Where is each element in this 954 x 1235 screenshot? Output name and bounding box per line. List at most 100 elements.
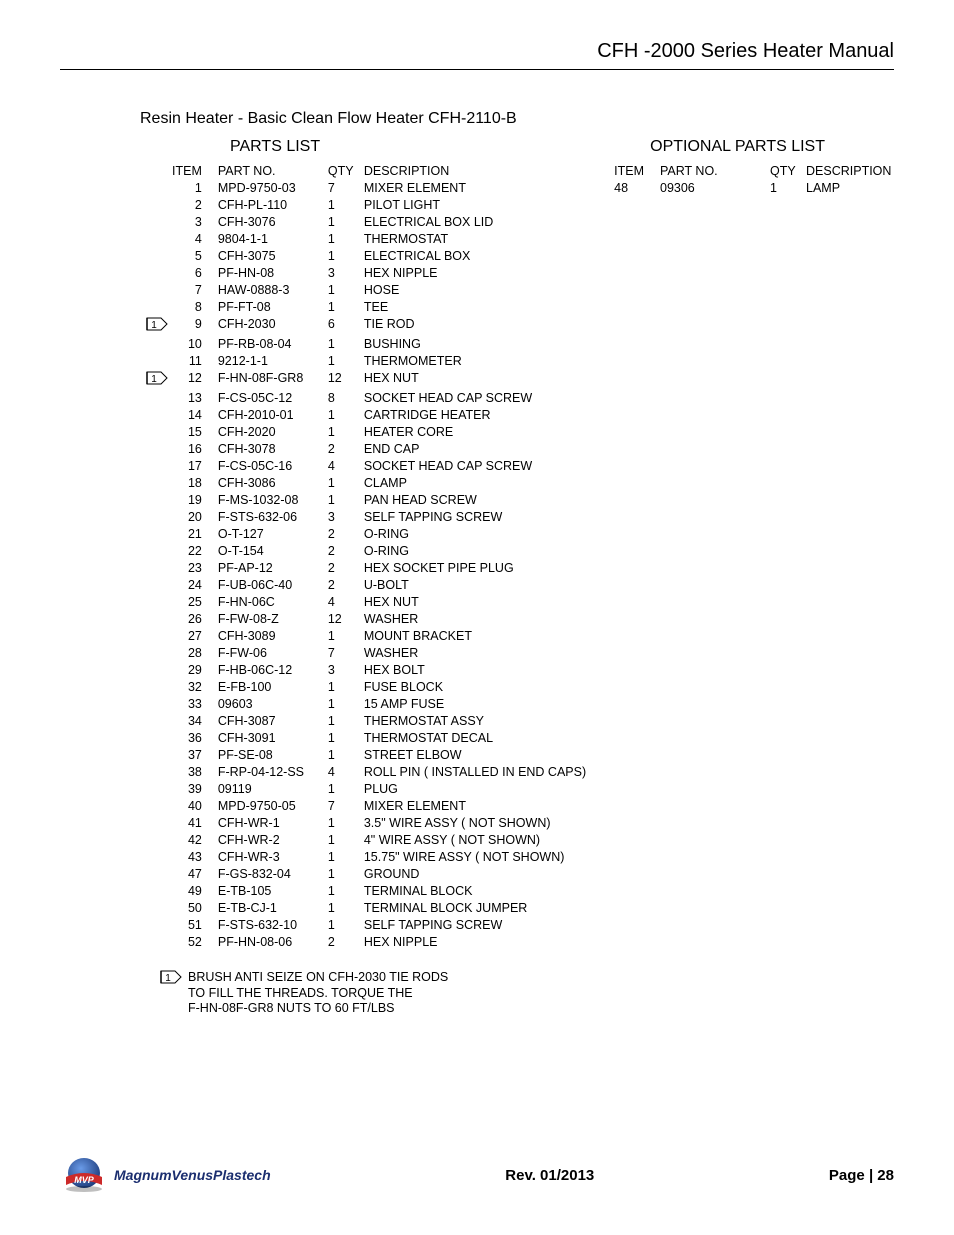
cell-part: F-UB-06C-40 [214, 576, 324, 593]
cell-item: 28 [168, 644, 214, 661]
row-flag [140, 678, 168, 695]
cell-desc: 15 AMP FUSE [360, 695, 590, 712]
cell-qty: 1 [324, 848, 360, 865]
cell-qty: 1 [324, 423, 360, 440]
cell-item: 8 [168, 298, 214, 315]
cell-qty: 4 [324, 763, 360, 780]
cell-desc: 15.75" WIRE ASSY ( NOT SHOWN) [360, 848, 590, 865]
cell-part: CFH-WR-3 [214, 848, 324, 865]
cell-part: CFH-3078 [214, 440, 324, 457]
cell-part: MPD-9750-05 [214, 797, 324, 814]
row-flag: 1 [140, 315, 168, 335]
cell-item: 5 [168, 247, 214, 264]
table-row: 49E-TB-1051TERMINAL BLOCK [140, 882, 590, 899]
cell-qty: 1 [324, 712, 360, 729]
cell-part: PF-HN-08 [214, 264, 324, 281]
table-row: 3CFH-30761ELECTRICAL BOX LID [140, 213, 590, 230]
revision-label: Rev. 01/2013 [271, 1167, 829, 1184]
cell-qty: 7 [324, 644, 360, 661]
cell-part: PF-HN-08-06 [214, 933, 324, 950]
cell-part: F-CS-05C-16 [214, 457, 324, 474]
cell-qty: 1 [324, 865, 360, 882]
footnote-line: BRUSH ANTI SEIZE ON CFH-2030 TIE RODS [188, 970, 448, 984]
cell-desc: HEX NIPPLE [360, 264, 590, 281]
cell-item: 3 [168, 213, 214, 230]
cell-qty: 1 [324, 627, 360, 644]
cell-desc: THERMOSTAT [360, 230, 590, 247]
row-flag [140, 695, 168, 712]
table-row: 51F-STS-632-101SELF TAPPING SCREW [140, 916, 590, 933]
cell-desc: O-RING [360, 542, 590, 559]
row-flag [140, 474, 168, 491]
cell-item: 23 [168, 559, 214, 576]
cell-part: F-HN-06C [214, 593, 324, 610]
table-row: 1MPD-9750-037MIXER ELEMENT [140, 179, 590, 196]
cell-item: 29 [168, 661, 214, 678]
cell-desc: MIXER ELEMENT [360, 797, 590, 814]
cell-desc: HEX NUT [360, 369, 590, 389]
cell-item: 36 [168, 729, 214, 746]
cell-qty: 4 [324, 593, 360, 610]
cell-desc: HEX BOLT [360, 661, 590, 678]
row-flag [140, 525, 168, 542]
cell-item: 20 [168, 508, 214, 525]
cell-item: 24 [168, 576, 214, 593]
row-flag [140, 933, 168, 950]
svg-text:1: 1 [165, 973, 171, 984]
brand-logo: MVP MagnumVenusPlastech [60, 1155, 271, 1195]
svg-text:MVP: MVP [74, 1175, 95, 1185]
cell-item: 52 [168, 933, 214, 950]
cell-item: 11 [168, 352, 214, 369]
cell-qty: 1 [324, 814, 360, 831]
cell-qty: 1 [324, 213, 360, 230]
row-flag [140, 593, 168, 610]
row-flag [140, 352, 168, 369]
table-row: 47F-GS-832-041GROUND [140, 865, 590, 882]
table-row: 6PF-HN-083HEX NIPPLE [140, 264, 590, 281]
cell-desc: LAMP [802, 179, 895, 196]
cell-part: CFH-2010-01 [214, 406, 324, 423]
row-flag [140, 247, 168, 264]
cell-item: 10 [168, 335, 214, 352]
row-flag [140, 865, 168, 882]
cell-part: CFH-3091 [214, 729, 324, 746]
brand-name: MagnumVenusPlastech [114, 1167, 271, 1183]
footnote-line: TO FILL THE THREADS. TORQUE THE [188, 986, 413, 1000]
cell-part: 9212-1-1 [214, 352, 324, 369]
cell-qty: 7 [324, 179, 360, 196]
cell-part: 9804-1-1 [214, 230, 324, 247]
cell-part: F-MS-1032-08 [214, 491, 324, 508]
cell-part: CFH-3089 [214, 627, 324, 644]
cell-part: 09119 [214, 780, 324, 797]
cell-desc: HEX NUT [360, 593, 590, 610]
cell-qty: 2 [324, 576, 360, 593]
row-flag [140, 423, 168, 440]
table-row: 5CFH-30751ELECTRICAL BOX [140, 247, 590, 264]
cell-desc: 3.5" WIRE ASSY ( NOT SHOWN) [360, 814, 590, 831]
table-row: 32E-FB-1001FUSE BLOCK [140, 678, 590, 695]
cell-qty: 2 [324, 525, 360, 542]
table-row: 29F-HB-06C-123HEX BOLT [140, 661, 590, 678]
row-flag [140, 491, 168, 508]
cell-item: 25 [168, 593, 214, 610]
row-flag [140, 848, 168, 865]
table-row: 16CFH-30782END CAP [140, 440, 590, 457]
cell-desc: TERMINAL BLOCK JUMPER [360, 899, 590, 916]
row-flag [140, 559, 168, 576]
row-flag [140, 610, 168, 627]
table-row: 13F-CS-05C-128SOCKET HEAD CAP SCREW [140, 389, 590, 406]
cell-item: 42 [168, 831, 214, 848]
cell-desc: TEE [360, 298, 590, 315]
table-row: 49804-1-11THERMOSTAT [140, 230, 590, 247]
page-footer: MVP MagnumVenusPlastech Rev. 01/2013 Pag… [60, 1155, 894, 1195]
footnote: 1 BRUSH ANTI SEIZE ON CFH-2030 TIE RODS … [160, 970, 894, 1017]
row-flag [140, 335, 168, 352]
footnote-line: F-HN-08F-GR8 NUTS TO 60 FT/LBS [188, 1001, 395, 1015]
row-flag [140, 746, 168, 763]
table-row: 50E-TB-CJ-11TERMINAL BLOCK JUMPER [140, 899, 590, 916]
cell-qty: 3 [324, 661, 360, 678]
cell-desc: PLUG [360, 780, 590, 797]
cell-item: 34 [168, 712, 214, 729]
cell-qty: 1 [324, 474, 360, 491]
cell-desc: 4" WIRE ASSY ( NOT SHOWN) [360, 831, 590, 848]
